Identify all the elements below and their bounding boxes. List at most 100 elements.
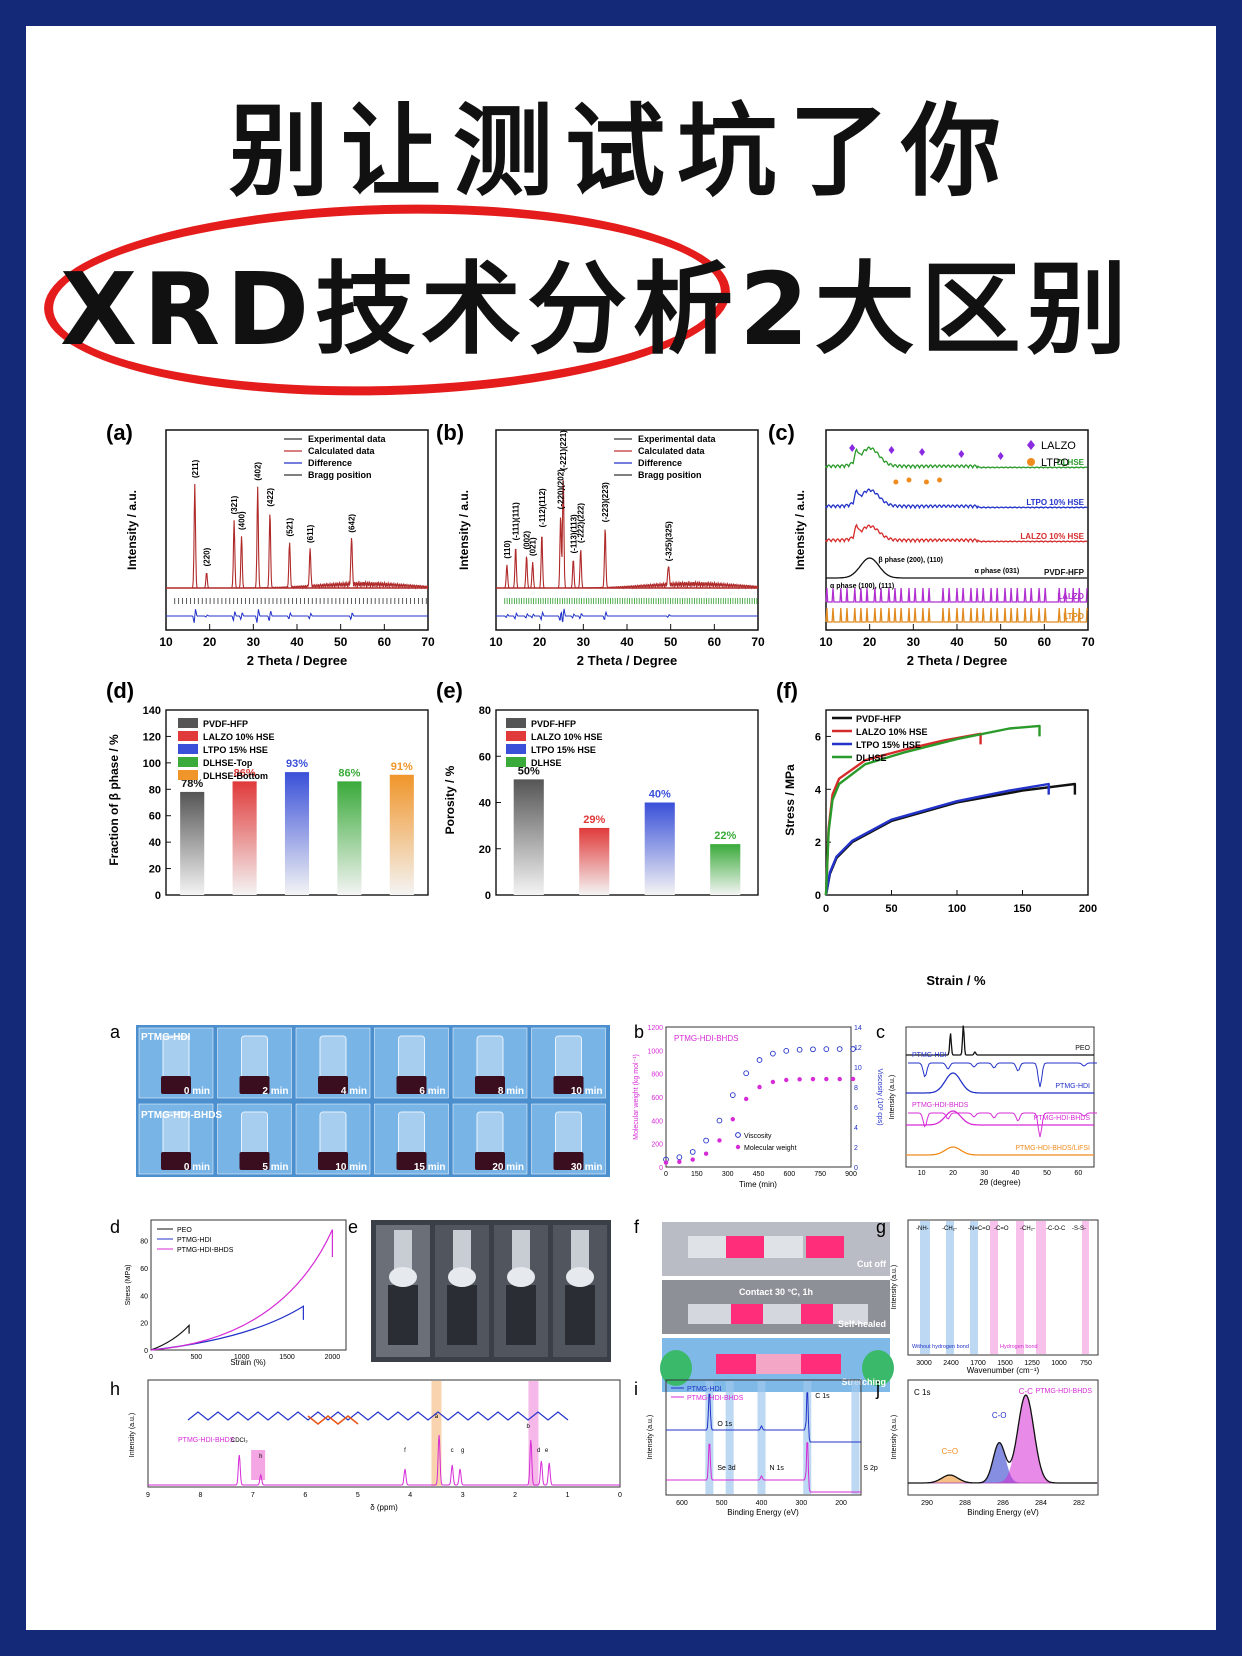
bar [710,844,741,895]
vial [398,1035,425,1083]
lower-c-frame [905,1026,1095,1168]
vial [476,1111,504,1159]
y-tick-label: 20 [140,1321,148,1328]
peak-label: g [461,1448,464,1454]
legend-entry: LALZO 10% HSE [531,732,603,742]
photo-row1-title: PTMG-HDI [141,1032,191,1043]
lower-panel-h: h δ (ppm) Intensity (a.u.) 9 8 7 6 5 4 3 2 1 0 PTM… [110,1379,622,1512]
panel-b: (b) Intensity / a.u. 2 Theta / Degree 10… [436,420,765,668]
highlight-band [705,1381,714,1494]
x-tick-label: 10 [489,635,503,649]
clamp-head [566,1267,594,1287]
bar [579,827,610,895]
y-tick-label: 120 [143,731,161,743]
legend-entry: DLHSE-Top [203,758,253,768]
phase-annotation: α phase (031) [974,568,1019,575]
lower-h-xlabel: δ (ppm) [370,1503,398,1512]
y-tick-label: 12 [854,1045,862,1052]
legend-swatch [178,744,198,754]
peak-label: d [537,1448,540,1454]
lower-panel-e: e [348,1217,611,1362]
bar [337,781,362,895]
panel-c: (c) Intensity / a.u. 2 Theta / Degree 10… [768,420,1095,668]
x-tick-label: 20 [203,635,217,649]
grip-top [394,1230,412,1270]
y-tick-label: 0 [854,1165,858,1172]
y-tick-label: 0 [485,890,491,902]
trace-label: PTMG-HDI-BHDS [178,1437,235,1444]
x-tick-label: 70 [1081,635,1095,649]
trace-label: LALZO [1057,592,1084,601]
legend-ltpo-marker [1027,458,1035,466]
y-tick-label: 200 [651,1142,663,1149]
panel-c-xlabel: 2 Theta / Degree [907,653,1007,668]
panel-a-frame [165,429,429,631]
x-tick-label: 1700 [970,1360,986,1367]
x-tick-label: 30 [907,635,921,649]
grip-top [453,1230,471,1270]
stress-strain-curve [824,782,1050,896]
legend-entry: LTPO 15% HSE [531,745,596,755]
x-tick-label: 60 [1074,1170,1082,1177]
molecular-weight-point [703,1151,709,1156]
panel-e-label: (e) [436,678,463,703]
selfheal-photos: Cut off Contact 30 °C, 1h Self-healed Stret… [660,1222,894,1392]
x-tick-label: 10 [819,635,833,649]
highlight-band [803,1381,812,1494]
lalzo-marker [888,446,895,454]
phase-annotation: α phase (100), (111) [830,583,894,590]
lower-j-frame [907,1379,1099,1496]
legend-swatch [735,1132,741,1138]
x-tick-label: 10 [918,1170,926,1177]
peak-label: (-112)(112) [538,488,547,527]
peak-label: (611) [306,524,315,543]
legend-entry: Calculated data [308,446,376,456]
clamp-head [448,1267,476,1287]
peak-label: e [545,1448,549,1454]
vial-cap [161,1076,191,1094]
peak-label: (-223)(223) [601,482,610,522]
photo-time-label: 15 min [414,1162,446,1173]
bar-value-label: 29% [583,814,605,826]
y-tick-label: 6 [854,1105,858,1112]
legend-swatch [506,744,526,754]
x-tick-label: 60 [378,635,392,649]
clamp-head [389,1267,417,1287]
difference-curve [496,608,758,623]
calculated-pattern [166,483,429,590]
nmr-spectrum [148,1434,620,1486]
legend-swatch [178,718,198,728]
grip-bottom [506,1285,536,1345]
lower-b-xlabel: Time (min) [739,1180,777,1189]
ltpo-marker [937,477,943,483]
panel-b-label: (b) [436,420,464,445]
legend-entry: Molecular weight [744,1145,797,1152]
panel-f-ylabel: Stress / MPa [783,764,797,836]
xrd-trace [825,488,1088,510]
x-tick-label: 50 [1043,1170,1051,1177]
y-tick-label: 1000 [647,1048,663,1055]
page-subtitle: XRD技术分析2大区别 [60,251,1133,368]
x-tick-label: 200 [835,1500,847,1507]
molecular-weight-point [690,1157,695,1162]
lower-h-frame [147,1379,621,1488]
x-tick-label: 20 [949,1170,957,1177]
trace-label: PTMG-HDI [1055,1083,1090,1090]
peak-label: O 1s [717,1421,732,1428]
xps-survey-trace [666,1392,861,1443]
trace-label: PTMG-HDI-BHDS/LiFSI [1015,1145,1090,1152]
panel-b-ylabel: Intensity / a.u. [457,490,471,570]
x-tick-label: 284 [1035,1500,1047,1507]
x-tick-label: 286 [997,1500,1009,1507]
y-tick-label: 20 [479,844,491,856]
legend-entry: PVDF-HFP [531,719,576,729]
tensile-photo-frames [376,1225,607,1357]
x-tick-label: 1500 [997,1360,1013,1367]
y-tick-label: 80 [479,705,491,717]
lower-c-label: c [876,1022,885,1042]
lower-d-frame [150,1219,347,1351]
dyed-segment [801,1354,841,1374]
lower-c-xlabel: 2θ (degree) [979,1178,1021,1187]
peak-label: f [404,1448,406,1454]
